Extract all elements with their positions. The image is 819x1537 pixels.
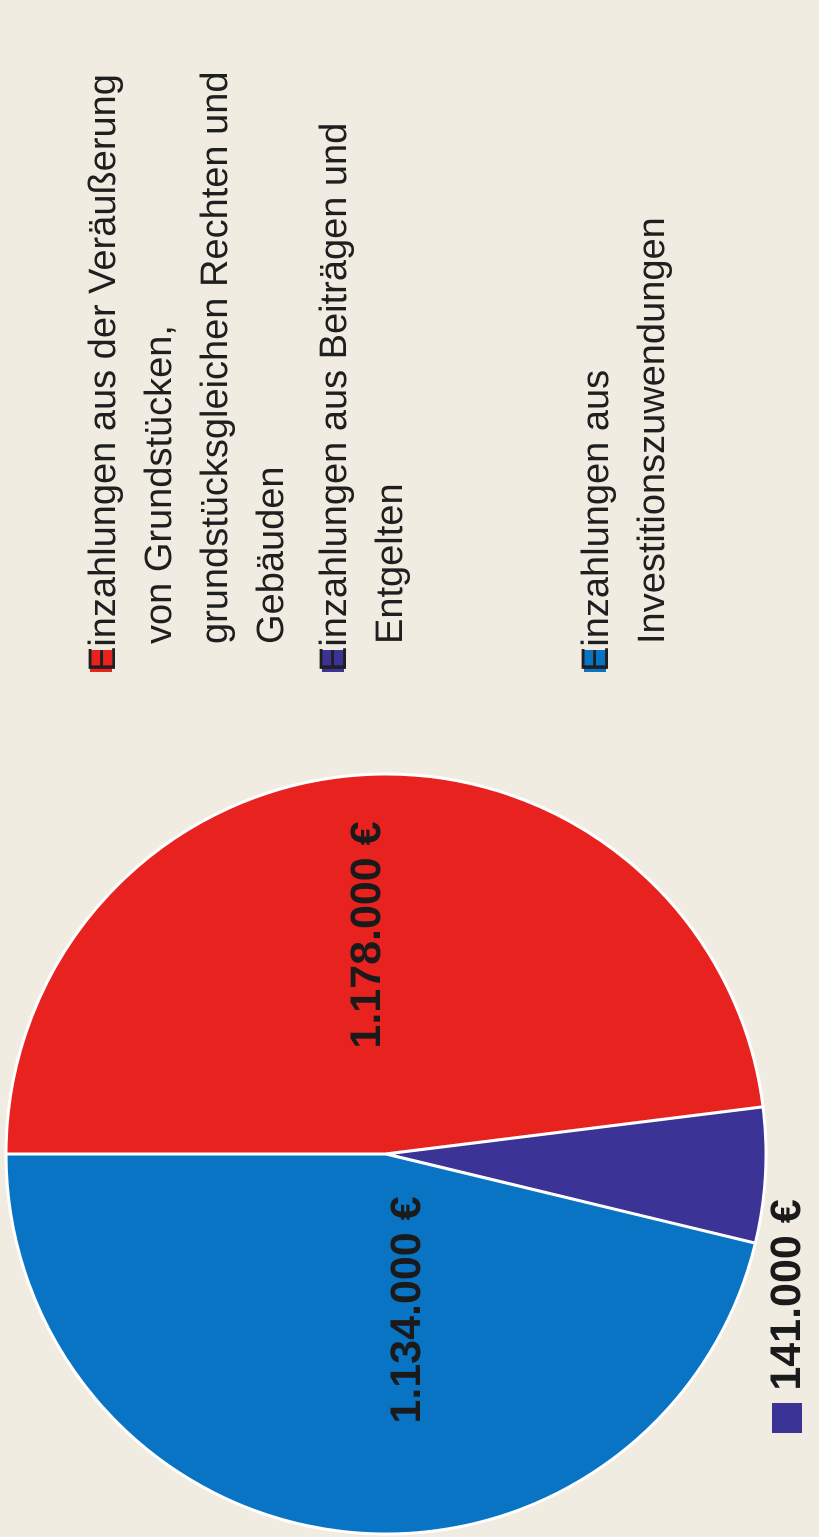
pie-slice-1 (4, 772, 765, 1156)
legend-swatch-2 (322, 650, 344, 672)
legend-label-2-line-1: Einzahlungen aus Beiträgen und (313, 123, 355, 672)
pie-slice-3 (4, 1152, 757, 1536)
legend-label-3-line-1: Einzahlungen aus (575, 370, 617, 672)
legend-label-2-line-2: Entgelten (369, 483, 411, 644)
legend-swatch-1 (90, 650, 112, 672)
value-label-2: 141.000 € (762, 1199, 810, 1390)
legend-label-1-line-2: von Grundstücken, (138, 325, 180, 644)
pie-value-labels: 1.178.000 € 141.000 € 1.134.000 € (342, 821, 810, 1433)
value-label-2-marker (772, 1403, 802, 1433)
pie-slice-2 (384, 1105, 768, 1245)
legend-label-1-line-4: Gebäuden (250, 467, 292, 645)
value-label-3: 1.134.000 € (382, 1196, 430, 1423)
legend-label-1-line-3: grundstücksgleichen Rechten und (194, 72, 236, 645)
legend: Einzahlungen aus der Veräußerung von Grun… (82, 72, 673, 672)
value-label-1: 1.178.000 € (342, 821, 390, 1048)
legend-label-1-line-1: Einzahlungen aus der Veräußerung (82, 74, 124, 672)
pie-slices (4, 772, 768, 1536)
legend-label-3-line-2: Investitionszuwendungen (631, 217, 673, 644)
legend-swatch-3 (584, 650, 606, 672)
